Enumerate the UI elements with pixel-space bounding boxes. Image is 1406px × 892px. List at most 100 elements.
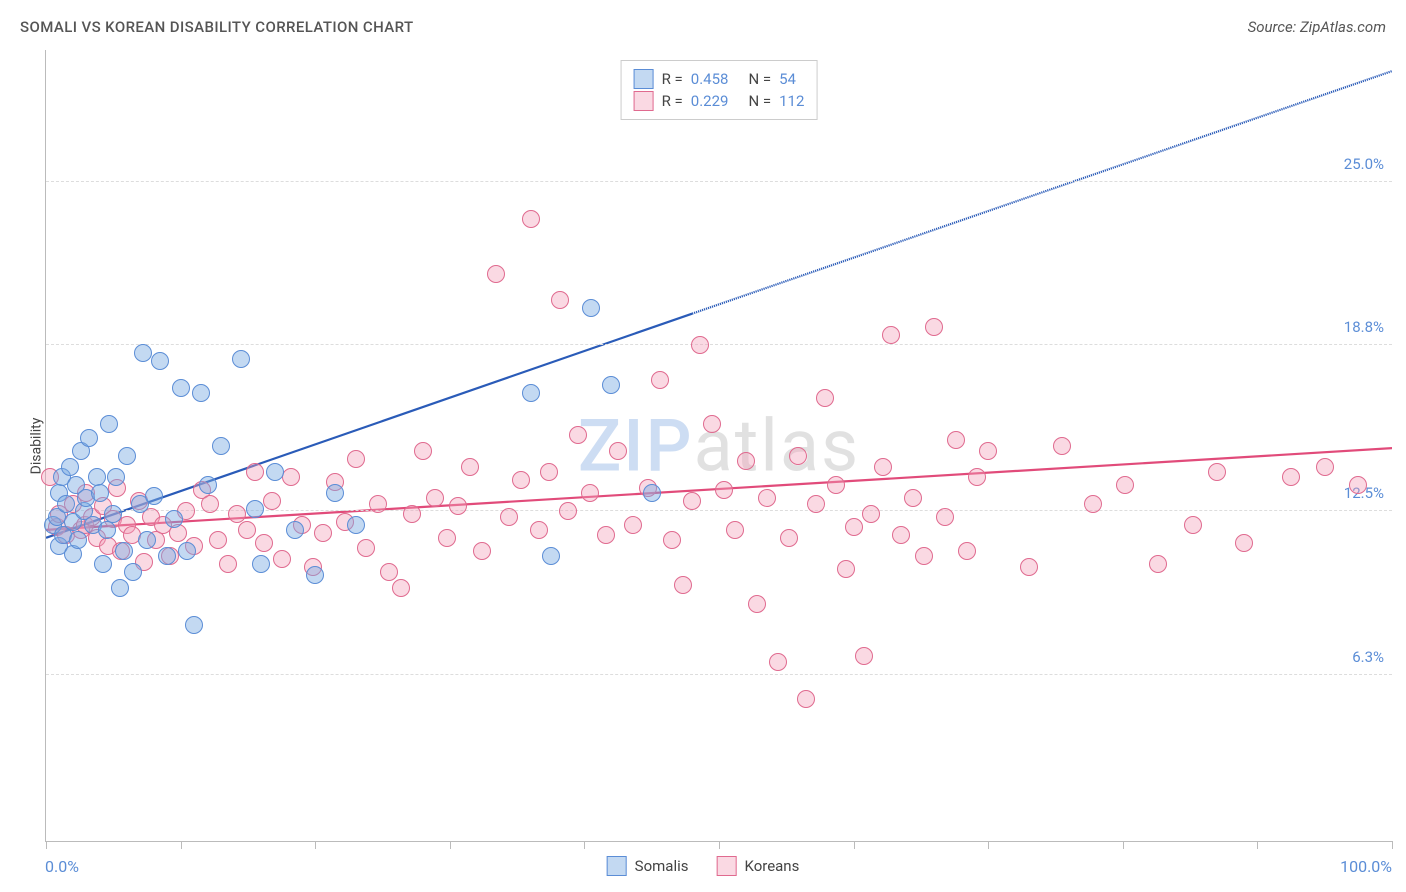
x-axis-max-label: 100.0%	[1340, 857, 1392, 876]
chart-container: SOMALI VS KOREAN DISABILITY CORRELATION …	[0, 0, 1406, 892]
legend-row-b: R = 0.229 N = 112	[634, 91, 805, 111]
scatter-point-b	[522, 210, 540, 228]
scatter-point-b	[551, 291, 569, 309]
scatter-point-a	[199, 476, 217, 494]
scatter-point-b	[238, 521, 256, 539]
legend-item-a: Somalis	[607, 856, 689, 876]
scatter-point-b	[255, 534, 273, 552]
scatter-point-b	[540, 463, 558, 481]
scatter-point-a	[69, 531, 87, 549]
scatter-point-a	[80, 429, 98, 447]
scatter-point-a	[151, 352, 169, 370]
scatter-point-b	[715, 481, 733, 499]
gridline	[46, 674, 1392, 675]
scatter-point-a	[306, 566, 324, 584]
legend-swatch-a	[634, 69, 654, 89]
scatter-point-b	[392, 579, 410, 597]
scatter-point-a	[138, 531, 156, 549]
scatter-point-a	[94, 555, 112, 573]
x-tick	[46, 841, 47, 849]
scatter-point-b	[1349, 476, 1367, 494]
scatter-point-a	[212, 437, 230, 455]
scatter-point-b	[737, 452, 755, 470]
scatter-point-b	[1235, 534, 1253, 552]
scatter-point-b	[703, 415, 721, 433]
scatter-point-b	[624, 516, 642, 534]
chart-title: SOMALI VS KOREAN DISABILITY CORRELATION …	[20, 18, 414, 36]
scatter-point-b	[487, 265, 505, 283]
scatter-point-b	[530, 521, 548, 539]
scatter-point-a	[643, 484, 661, 502]
scatter-point-b	[882, 326, 900, 344]
scatter-point-b	[874, 458, 892, 476]
scatter-point-b	[816, 389, 834, 407]
scatter-point-b	[1184, 516, 1202, 534]
legend-swatch-a-icon	[607, 856, 627, 876]
scatter-point-b	[758, 489, 776, 507]
scatter-point-b	[1053, 437, 1071, 455]
scatter-point-b	[500, 508, 518, 526]
scatter-point-b	[748, 595, 766, 613]
scatter-point-b	[1316, 458, 1334, 476]
scatter-point-a	[115, 542, 133, 560]
legend-item-b: Koreans	[716, 856, 799, 876]
scatter-point-b	[369, 495, 387, 513]
scatter-point-a	[522, 384, 540, 402]
legend-n-b: 112	[779, 92, 804, 110]
scatter-point-b	[449, 497, 467, 515]
scatter-point-b	[581, 484, 599, 502]
legend-r-label: R =	[662, 70, 683, 88]
legend-r-b: 0.229	[691, 92, 729, 110]
scatter-point-b	[936, 508, 954, 526]
scatter-point-b	[691, 336, 709, 354]
gridline	[46, 181, 1392, 182]
scatter-point-b	[1084, 495, 1102, 513]
scatter-point-b	[807, 495, 825, 513]
scatter-point-b	[1149, 555, 1167, 573]
y-tick-label: 6.3%	[1352, 648, 1384, 666]
scatter-point-a	[158, 547, 176, 565]
scatter-point-b	[512, 471, 530, 489]
scatter-point-b	[357, 539, 375, 557]
scatter-point-b	[904, 489, 922, 507]
scatter-point-b	[1116, 476, 1134, 494]
scatter-point-b	[855, 647, 873, 665]
scatter-point-b	[845, 518, 863, 536]
chart-source: Source: ZipAtlas.com	[1248, 18, 1386, 36]
x-tick	[450, 841, 451, 849]
scatter-point-a	[542, 547, 560, 565]
y-tick-label: 18.8%	[1344, 318, 1384, 336]
plot-area: ZIPatlas R = 0.458 N = 54 R = 0.229 N = …	[45, 50, 1392, 842]
scatter-point-a	[165, 510, 183, 528]
x-tick	[181, 841, 182, 849]
scatter-point-b	[403, 505, 421, 523]
scatter-point-b	[862, 505, 880, 523]
scatter-point-a	[61, 458, 79, 476]
scatter-point-a	[326, 484, 344, 502]
scatter-point-b	[597, 526, 615, 544]
scatter-point-b	[380, 563, 398, 581]
scatter-point-b	[426, 489, 444, 507]
legend-label-b: Koreans	[744, 857, 799, 875]
scatter-point-b	[1282, 468, 1300, 486]
scatter-point-b	[246, 463, 264, 481]
scatter-point-b	[651, 371, 669, 389]
scatter-point-b	[461, 458, 479, 476]
x-tick	[584, 841, 585, 849]
scatter-point-b	[569, 426, 587, 444]
series-legend: Somalis Koreans	[607, 856, 800, 876]
x-tick	[1257, 841, 1258, 849]
regression-lines	[46, 50, 1392, 841]
y-tick-label: 25.0%	[1344, 155, 1384, 173]
scatter-point-a	[232, 350, 250, 368]
scatter-point-a	[192, 384, 210, 402]
x-axis-min-label: 0.0%	[45, 857, 79, 876]
x-tick	[1123, 841, 1124, 849]
scatter-point-b	[780, 529, 798, 547]
x-tick	[988, 841, 989, 849]
legend-swatch-b	[634, 91, 654, 111]
scatter-point-b	[683, 492, 701, 510]
legend-r-label: R =	[662, 92, 683, 110]
scatter-point-b	[1208, 463, 1226, 481]
watermark-zip: ZIP	[578, 403, 694, 488]
